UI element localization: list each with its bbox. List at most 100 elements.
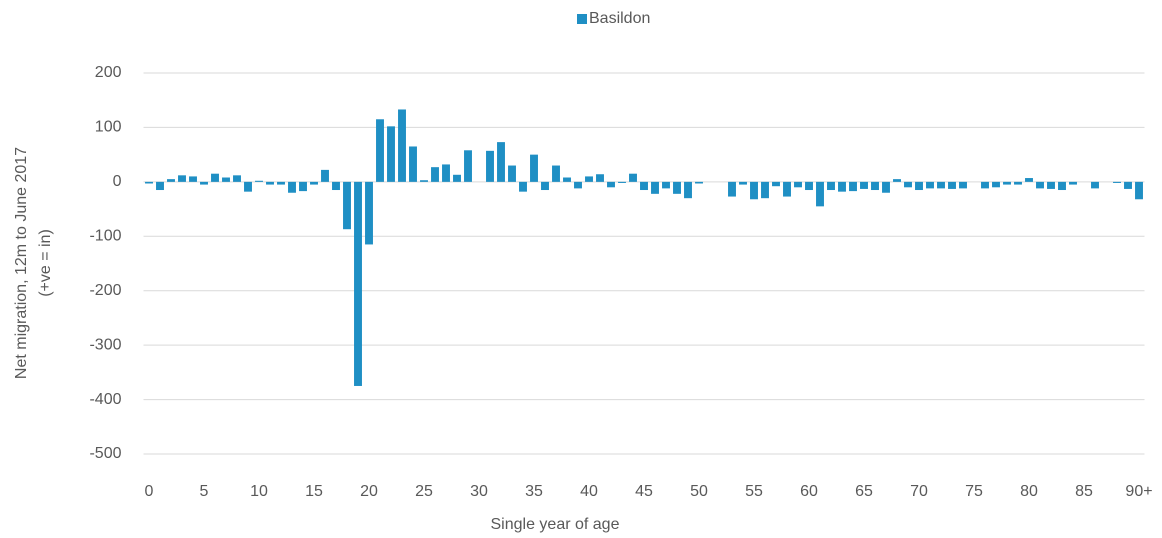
y-tick-label: -200 <box>89 282 121 299</box>
bar <box>783 181 791 197</box>
x-tick-label: 0 <box>145 483 154 500</box>
bar <box>431 167 439 182</box>
bar <box>805 181 813 191</box>
bar <box>541 181 549 191</box>
bar <box>519 181 527 192</box>
bar <box>376 119 384 182</box>
bar <box>640 181 648 191</box>
bar <box>871 181 879 191</box>
bar <box>497 142 505 182</box>
bar <box>255 180 263 182</box>
bar <box>673 181 681 194</box>
bar <box>794 181 802 188</box>
x-tick-label: 50 <box>690 483 708 500</box>
bar <box>1003 181 1011 185</box>
bar <box>343 181 351 230</box>
x-tick-label: 40 <box>580 483 598 500</box>
bar <box>772 181 780 187</box>
y-tick-label: 100 <box>95 119 122 136</box>
x-tick-label: 15 <box>305 483 323 500</box>
x-tick-label: 80 <box>1020 483 1038 500</box>
bar <box>365 181 373 245</box>
x-tick-label: 85 <box>1075 483 1093 500</box>
x-tick-label: 25 <box>415 483 433 500</box>
y-axis-title: (+ve = in) <box>37 229 54 297</box>
bar <box>222 177 230 182</box>
bar <box>266 181 274 185</box>
y-tick-label: -400 <box>89 391 121 408</box>
bar <box>607 181 615 188</box>
bar <box>486 150 494 182</box>
bar <box>651 181 659 194</box>
bar <box>299 181 307 192</box>
bar <box>288 181 296 193</box>
y-tick-label: -300 <box>89 336 121 353</box>
bar <box>156 181 164 191</box>
bar <box>574 181 582 189</box>
bar <box>420 180 428 182</box>
bar <box>563 177 571 182</box>
bar <box>684 181 692 199</box>
bar <box>178 175 186 182</box>
bar <box>1069 181 1077 185</box>
x-tick-label: 65 <box>855 483 873 500</box>
bar <box>585 176 593 182</box>
bar <box>211 173 219 182</box>
bar <box>189 176 197 182</box>
x-tick-label: 90+ <box>1125 483 1152 500</box>
bar <box>882 181 890 193</box>
bar <box>816 181 824 207</box>
bar <box>398 109 406 182</box>
bar <box>508 165 516 182</box>
bar <box>277 181 285 185</box>
bar <box>596 174 604 182</box>
bar <box>409 146 417 182</box>
y-tick-label: -500 <box>89 445 121 462</box>
x-tick-label: 70 <box>910 483 928 500</box>
bar <box>937 181 945 189</box>
bar <box>233 175 241 182</box>
bar <box>915 181 923 191</box>
y-tick-label: 0 <box>113 173 122 190</box>
bar <box>849 181 857 192</box>
bar <box>1036 181 1044 189</box>
bar <box>1014 181 1022 185</box>
bar <box>739 181 747 185</box>
x-tick-label: 20 <box>360 483 378 500</box>
bar <box>926 181 934 189</box>
x-tick-label: 10 <box>250 483 268 500</box>
y-axis-title: Net migration, 12m to June 2017 <box>13 147 30 379</box>
legend-label: Basildon <box>589 10 650 27</box>
bar <box>618 181 626 183</box>
x-tick-label: 45 <box>635 483 653 500</box>
bar <box>948 181 956 189</box>
bar <box>728 181 736 197</box>
bar <box>530 154 538 182</box>
bar <box>453 174 461 182</box>
bar <box>167 179 175 182</box>
y-tick-label: -100 <box>89 228 121 245</box>
bar <box>200 181 208 185</box>
y-tick-label: 200 <box>95 64 122 81</box>
bar <box>695 181 703 184</box>
bar <box>893 179 901 182</box>
x-tick-label: 35 <box>525 483 543 500</box>
bar <box>1025 178 1033 182</box>
bar <box>244 181 252 192</box>
x-tick-label: 55 <box>745 483 763 500</box>
bar <box>1124 181 1132 189</box>
bar <box>310 181 318 185</box>
bar <box>1113 181 1121 183</box>
bar <box>442 164 450 182</box>
bar <box>827 181 835 191</box>
bar <box>750 181 758 200</box>
bar <box>552 165 560 182</box>
bar <box>761 181 769 199</box>
bar <box>1091 181 1099 189</box>
bar <box>838 181 846 192</box>
x-axis-title: Single year of age <box>491 516 620 533</box>
bar <box>629 173 637 182</box>
bar <box>387 126 395 182</box>
x-tick-label: 5 <box>200 483 209 500</box>
